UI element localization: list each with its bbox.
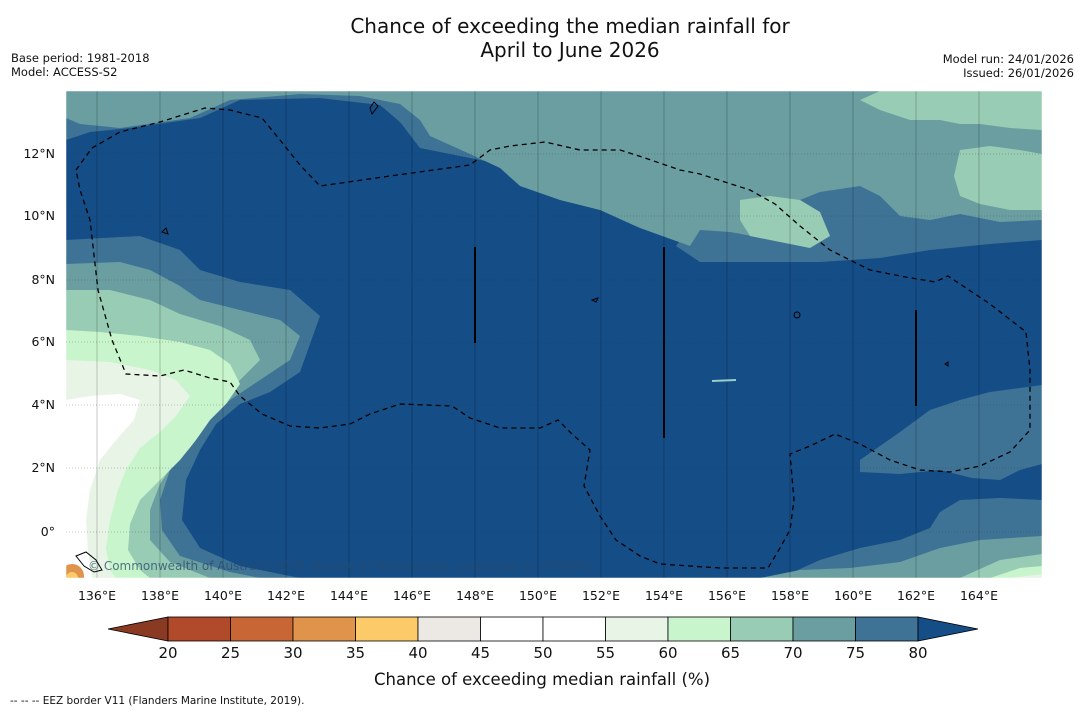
colorbar-tick: 60 (658, 644, 677, 662)
region-55-60 (66, 360, 1042, 578)
region-40-45-spot (66, 572, 78, 578)
region-65-70 (66, 91, 1042, 578)
reef-feature (711, 379, 737, 382)
colorbar-segment (417, 616, 481, 642)
title-line-1: Chance of exceeding the median rainfall … (350, 14, 790, 38)
lon-label: 154°E (645, 588, 683, 603)
colorbar-tick: 70 (783, 644, 802, 662)
colorbar-tick: 80 (908, 644, 927, 662)
lon-label: 150°E (519, 588, 557, 603)
lat-label: 6°N (31, 334, 55, 349)
map-frame (65, 90, 1043, 579)
map-title: Chance of exceeding the median rainfall … (270, 14, 870, 62)
lon-label: 140°E (204, 588, 242, 603)
footnote: -- -- -- EEZ border V11 (Flanders Marine… (10, 695, 305, 707)
base-period: Base period: 1981-2018 (11, 51, 150, 65)
colorbar-segment (230, 616, 294, 642)
lat-axis: 12°N 10°N 8°N 6°N 4°N 2°N 0° (23, 146, 55, 539)
lon-label: 148°E (456, 588, 494, 603)
lat-label: 8°N (31, 272, 55, 287)
lon-label: 152°E (582, 588, 620, 603)
colorbar-tick: 65 (721, 644, 740, 662)
region-70-75 (66, 91, 1042, 578)
colorbar-extend-low (107, 616, 169, 642)
lat-label: 2°N (31, 460, 55, 475)
colorbar-ticks: 20 25 30 35 40 45 50 55 60 65 70 75 80 (158, 644, 927, 662)
colorbar-tick: 45 (471, 644, 490, 662)
lon-label: 160°E (834, 588, 872, 603)
colorbar-segment (292, 616, 356, 642)
colorbar-segment (730, 616, 794, 642)
colorbar-extend-high (917, 616, 979, 642)
lon-label: 142°E (267, 588, 305, 603)
rainfall-probability-field: © Commonwealth of Australia 2026, Bureau… (66, 91, 1042, 578)
colorbar-label: Chance of exceeding median rainfall (%) (374, 670, 710, 689)
colorbar-tick: 30 (283, 644, 302, 662)
lat-label: 10°N (23, 208, 55, 223)
colorbar-segment (667, 616, 731, 642)
colorbar-tick: 20 (158, 644, 177, 662)
meta-right: Model run: 24/01/2026 Issued: 26/01/2026 (943, 52, 1074, 80)
colorbar-tick: 55 (596, 644, 615, 662)
lat-label: 4°N (31, 397, 55, 412)
colorbar-segment (355, 616, 419, 642)
lon-label: 158°E (771, 588, 809, 603)
region-75-80-south-east (780, 385, 1042, 578)
colorbar-segment (480, 616, 544, 642)
title-line-2: April to June 2026 (480, 38, 660, 62)
colorbar-segment (542, 616, 606, 642)
colorbar-segment (167, 616, 231, 642)
islands (75, 101, 949, 573)
lon-label: 138°E (141, 588, 179, 603)
region-60-65 (66, 330, 1042, 578)
gridlines (66, 153, 1042, 533)
colorbar-tick: 25 (221, 644, 240, 662)
eez-boundary (75, 107, 1031, 569)
lon-label: 144°E (330, 588, 368, 603)
meta-left: Base period: 1981-2018 Model: ACCESS-S2 (11, 51, 150, 79)
colorbar-segment (855, 616, 919, 642)
lat-label: 0° (41, 524, 55, 539)
colorbar-tick: 35 (346, 644, 365, 662)
lon-label: 136°E (78, 588, 116, 603)
issued-date: Issued: 26/01/2026 (963, 66, 1074, 80)
colorbar-tick: 50 (533, 644, 552, 662)
colorbar-tick: 75 (846, 644, 865, 662)
lon-label: 146°E (393, 588, 431, 603)
colorbar-segment (605, 616, 669, 642)
meridians (96, 91, 980, 578)
lon-axis: 136°E 138°E 140°E 142°E 144°E 146°E 148°… (78, 588, 998, 603)
lon-label: 164°E (960, 588, 998, 603)
copyright-text: © Commonwealth of Australia 2026, Bureau… (88, 559, 593, 573)
lat-label: 12°N (23, 146, 55, 161)
lon-label: 162°E (897, 588, 935, 603)
colorbar-tick: 40 (408, 644, 427, 662)
model-name: Model: ACCESS-S2 (11, 65, 118, 79)
colorbar (107, 616, 979, 642)
colorbar-segment (792, 616, 856, 642)
lon-label: 156°E (708, 588, 746, 603)
model-run: Model run: 24/01/2026 (942, 52, 1074, 66)
